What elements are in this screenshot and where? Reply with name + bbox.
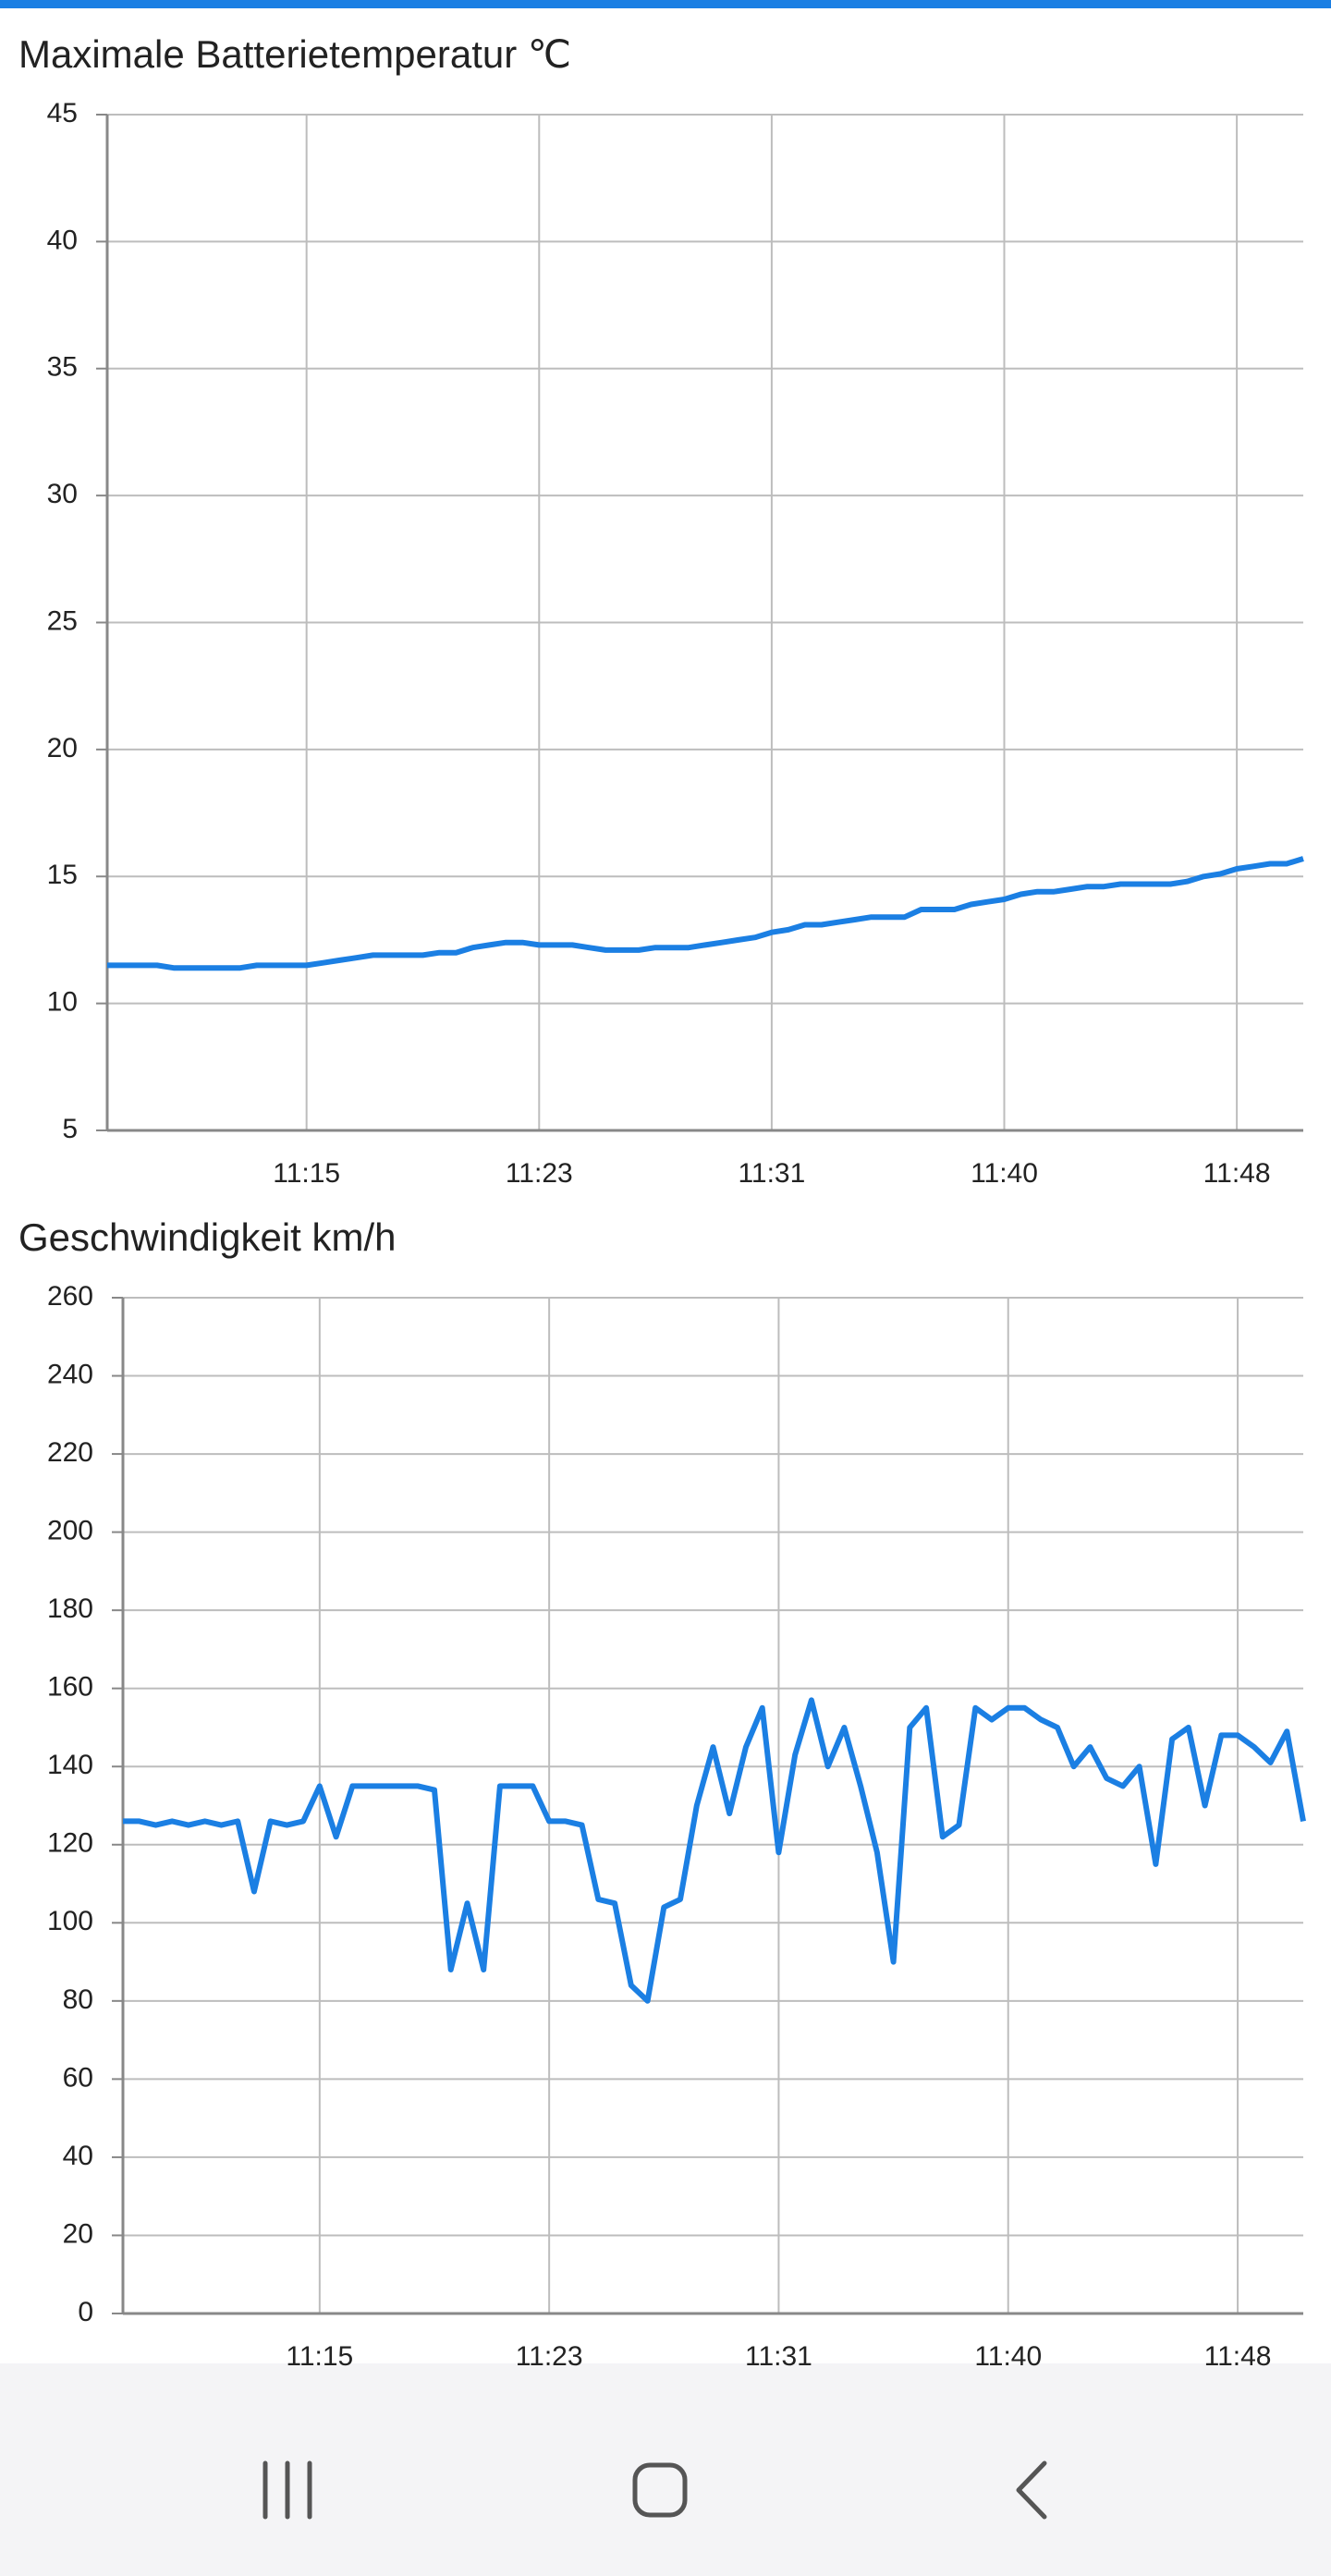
x-tick-label: 11:40 [974,2341,1042,2372]
back-button[interactable] [1016,2460,1047,2520]
x-tick-label: 11:15 [286,2341,353,2372]
y-tick-label: 220 [47,1437,93,1468]
y-tick-label: 5 [62,1114,78,1144]
y-tick-label: 20 [47,733,78,763]
y-tick-label: 180 [47,1593,93,1624]
data-line [107,856,1304,971]
x-tick-label: 11:48 [1204,2341,1272,2372]
top-bar [0,0,1331,8]
y-tick-label: 25 [47,605,78,636]
x-tick-label: 11:23 [516,2341,583,2372]
y-tick-label: 45 [47,98,78,128]
y-tick-label: 40 [47,225,78,255]
x-tick-label: 11:15 [273,1158,340,1189]
y-tick-label: 30 [47,479,78,509]
recent-apps-button[interactable] [263,2460,312,2520]
x-tick-label: 11:40 [971,1158,1038,1189]
y-tick-label: 80 [63,1984,93,2015]
x-tick-label: 11:48 [1203,1158,1271,1189]
data-line [123,1697,1306,2004]
y-tick-label: 120 [47,1828,93,1859]
x-tick-label: 11:31 [745,2341,812,2372]
home-button[interactable] [632,2462,688,2518]
y-tick-label: 140 [47,1750,93,1780]
y-tick-label: 260 [47,1281,93,1312]
x-tick-label: 11:23 [506,1158,573,1189]
y-tick-label: 40 [63,2141,93,2171]
chart-title: Geschwindigkeit km/h [18,1215,397,1259]
y-tick-label: 100 [47,1906,93,1936]
y-tick-label: 35 [47,352,78,383]
y-tick-label: 10 [47,987,78,1018]
y-tick-label: 160 [47,1672,93,1703]
y-tick-label: 0 [78,2297,93,2327]
chart-title: Maximale Batterietemperatur ℃ [18,32,571,76]
y-tick-label: 15 [47,860,78,890]
y-tick-label: 240 [47,1359,93,1389]
y-tick-label: 60 [63,2062,93,2093]
x-tick-label: 11:31 [738,1158,805,1189]
y-tick-label: 200 [47,1516,93,1546]
y-tick-label: 20 [63,2218,93,2249]
nav-bar [0,2363,1331,2576]
